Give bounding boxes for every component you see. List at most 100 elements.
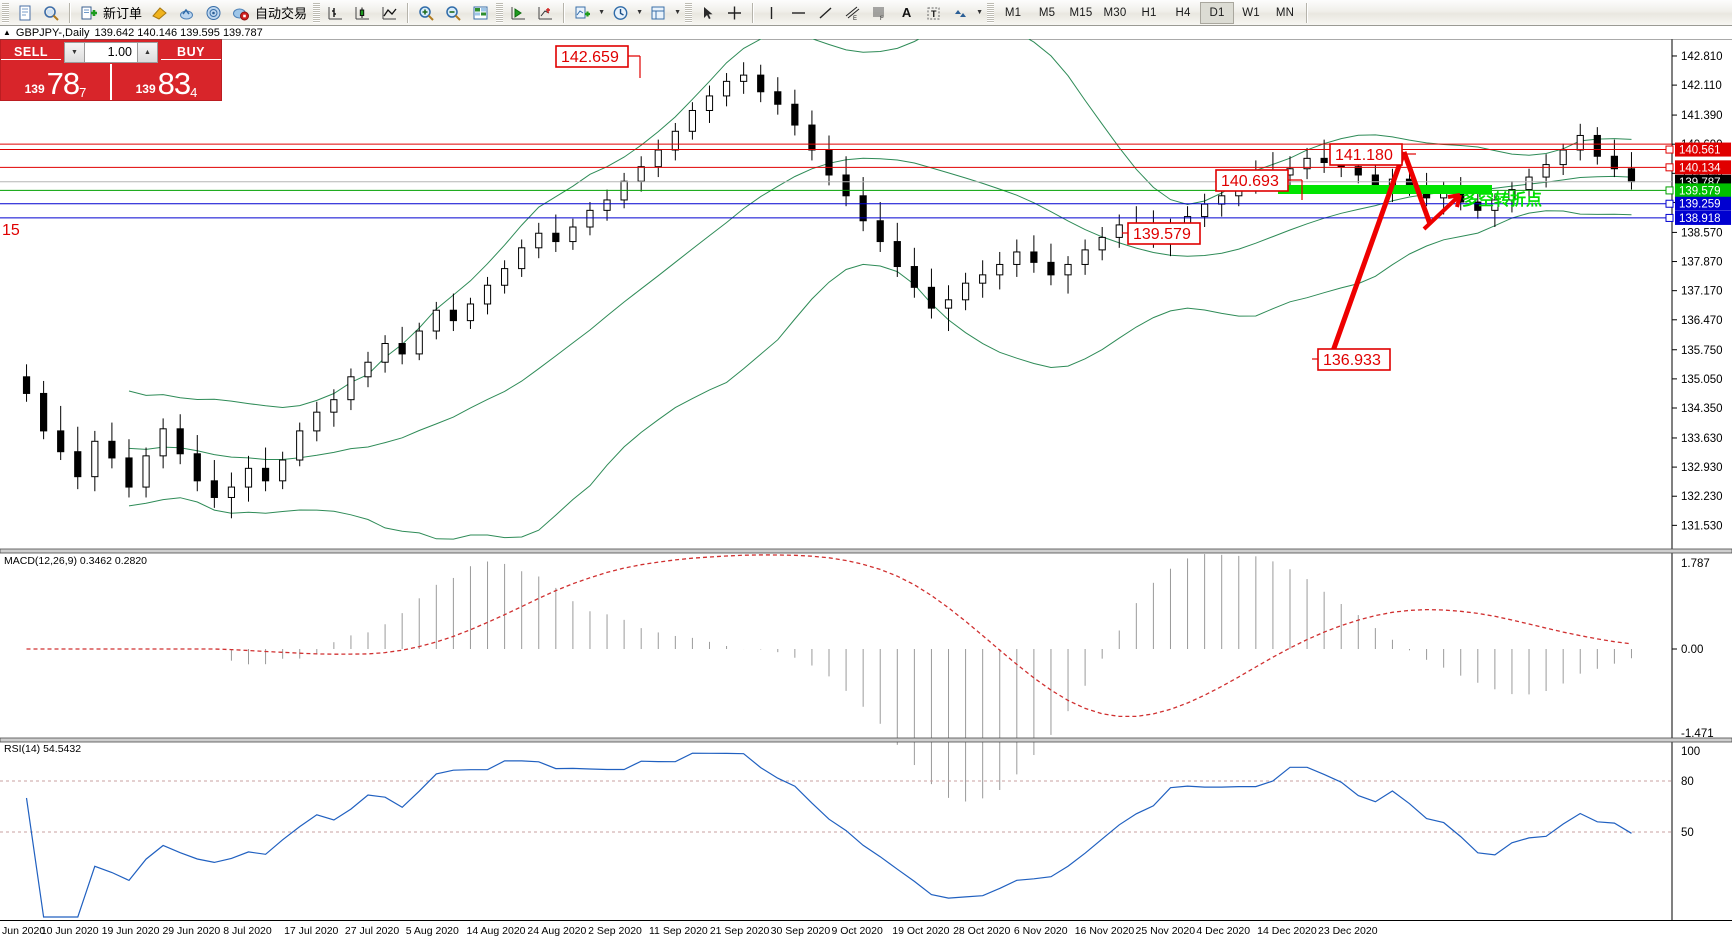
svg-text:0.00: 0.00 <box>1681 644 1703 656</box>
templates-icon[interactable] <box>645 1 672 25</box>
period-icon[interactable] <box>607 1 634 25</box>
time-axis-tick: 9 Oct 2020 <box>831 925 883 937</box>
volume-down-icon[interactable]: ▼ <box>65 42 85 62</box>
candle-body <box>1303 157 1311 170</box>
chevron-down-icon-templates[interactable]: ▼ <box>674 9 681 16</box>
price-level-handle[interactable] <box>1665 199 1674 208</box>
price-tag-box <box>1675 160 1731 175</box>
candle-body <box>1525 176 1533 191</box>
price-level-handle[interactable] <box>1665 213 1674 222</box>
horizontal-line-icon[interactable] <box>785 1 812 25</box>
timeframe-h4[interactable]: H4 <box>1175 6 1191 19</box>
candle-body <box>398 343 406 355</box>
toolbar-grip-5[interactable] <box>987 2 995 23</box>
toolbar-grip[interactable] <box>2 2 9 23</box>
indicators-icon[interactable] <box>569 1 596 25</box>
profiles-icon[interactable] <box>38 1 65 25</box>
vertical-line-icon[interactable] <box>758 1 785 25</box>
time-axis-tick: 2 Sep 2020 <box>588 925 642 937</box>
data-window-icon[interactable] <box>467 1 494 25</box>
shapes-icon[interactable] <box>947 1 974 25</box>
candle-body <box>1508 189 1516 201</box>
chevron-down-icon-shapes[interactable]: ▼ <box>976 9 983 16</box>
auto-scroll-icon[interactable] <box>505 1 532 25</box>
candle-body <box>22 376 31 394</box>
collapse-triangle-icon[interactable]: ▲ <box>3 28 11 37</box>
price-level-handle[interactable] <box>1665 186 1674 195</box>
market-icon[interactable] <box>173 1 200 25</box>
candle-body <box>586 209 594 228</box>
svg-text:136.470: 136.470 <box>1681 315 1723 327</box>
candlestick-chart-icon[interactable] <box>349 1 376 25</box>
new-order-label[interactable]: 新订单 <box>103 6 143 21</box>
new-chart-icon[interactable] <box>11 1 38 25</box>
svg-text:141.180: 141.180 <box>1335 147 1393 164</box>
timeframe-m5[interactable]: M5 <box>1038 6 1056 19</box>
toolbar-grip-2[interactable] <box>313 2 321 23</box>
trend-up-arrow[interactable] <box>1330 151 1407 352</box>
candle-body <box>1559 149 1567 166</box>
crosshair-icon[interactable] <box>721 1 748 25</box>
chart-area[interactable]: 142.810142.110141.390140.690139.990139.2… <box>0 39 1732 920</box>
candle-body <box>688 109 697 132</box>
svg-text:136.933: 136.933 <box>1323 352 1381 369</box>
candle-body <box>330 399 338 413</box>
autotrading-label[interactable]: 自动交易 <box>255 6 308 21</box>
buy-price[interactable]: 139 83 4 <box>112 64 221 100</box>
zoom-out-icon[interactable] <box>440 1 467 25</box>
text-icon[interactable]: A <box>901 5 912 20</box>
timeframe-m15[interactable]: M15 <box>1069 6 1093 19</box>
chevron-down-icon-indicators[interactable]: ▼ <box>598 9 605 16</box>
trend-down-arrow[interactable] <box>1401 151 1433 225</box>
time-axis[interactable]: Jun 2020 10 Jun 2020 19 Jun 2020 29 Jun 202… <box>0 920 1732 941</box>
trendline-icon[interactable] <box>812 1 839 25</box>
time-axis-tick: 21 Sep 2020 <box>709 925 770 937</box>
svg-text:137.170: 137.170 <box>1681 286 1723 298</box>
timeframe-m1[interactable]: M1 <box>1004 6 1022 19</box>
timeframe-m30[interactable]: M30 <box>1103 6 1127 19</box>
equidistant-channel-icon[interactable]: E <box>839 1 866 25</box>
chevron-down-icon-period[interactable]: ▼ <box>636 9 643 16</box>
volume-stepper[interactable]: ▼ 1.00 ▲ <box>64 41 158 63</box>
candle-body <box>125 457 133 488</box>
sell-button[interactable]: SELL <box>1 45 61 60</box>
svg-text:137.870: 137.870 <box>1681 257 1723 269</box>
candle-body <box>1047 261 1055 276</box>
metaeditor-icon[interactable] <box>146 1 173 25</box>
autotrading-icon[interactable] <box>227 1 254 25</box>
toolbar-separator-4 <box>563 2 566 23</box>
candle-body <box>142 455 150 488</box>
new-order-icon[interactable] <box>75 1 102 25</box>
candlestick-series[interactable] <box>22 62 1636 519</box>
candle-body <box>1593 134 1601 157</box>
buy-button[interactable]: BUY <box>161 45 221 60</box>
timeframe-d1[interactable]: D1 <box>1200 1 1235 24</box>
cursor-arrow-icon[interactable] <box>694 1 721 25</box>
price-level-handle[interactable] <box>1665 163 1674 172</box>
svg-text:140.693: 140.693 <box>1221 173 1279 190</box>
zoom-in-icon[interactable] <box>413 1 440 25</box>
candle-body <box>296 430 304 461</box>
line-chart-icon[interactable] <box>376 1 403 25</box>
toolbar-grip-4[interactable] <box>685 2 693 23</box>
volume-up-icon[interactable]: ▲ <box>137 42 157 62</box>
timeframe-h1[interactable]: H1 <box>1141 6 1157 19</box>
chart-shift-icon[interactable] <box>532 1 559 25</box>
timeframe-w1[interactable]: W1 <box>1242 6 1260 19</box>
price-level-handle[interactable] <box>1665 145 1674 154</box>
bar-chart-icon[interactable] <box>322 1 349 25</box>
fibonacci-icon[interactable]: F <box>866 1 893 25</box>
text-label-icon[interactable]: T <box>920 1 947 25</box>
timeframe-mn[interactable]: MN <box>1275 6 1295 19</box>
sell-price[interactable]: 139 78 7 <box>1 64 112 100</box>
svg-text:134.350: 134.350 <box>1681 403 1723 415</box>
signals-icon[interactable] <box>200 1 227 25</box>
volume-input[interactable]: 1.00 <box>107 45 132 59</box>
svg-text:142.810: 142.810 <box>1681 51 1723 63</box>
chart-canvas[interactable]: 142.810142.110141.390140.690139.990139.2… <box>0 39 1732 920</box>
price-tag-box <box>1675 142 1731 157</box>
rsi-pane-divider <box>0 737 1732 743</box>
toolbar-grip-3[interactable] <box>496 2 504 23</box>
time-axis-tick: 29 Jun 2020 <box>162 925 221 937</box>
trend-breakout-arrow[interactable] <box>1422 193 1462 231</box>
